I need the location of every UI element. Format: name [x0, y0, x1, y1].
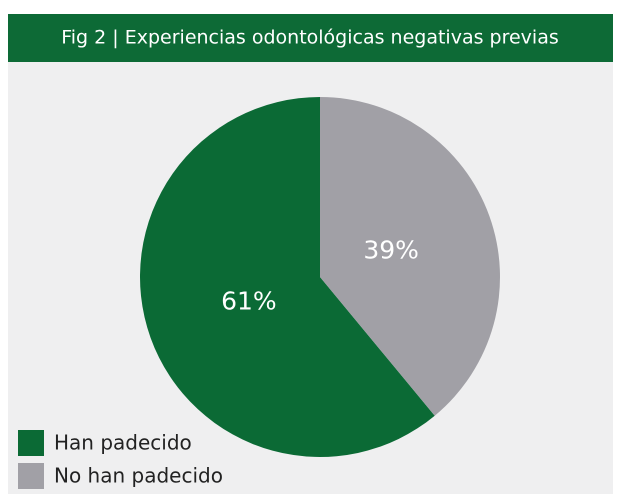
- legend-swatch: [18, 430, 44, 456]
- legend-label: No han padecido: [54, 464, 223, 488]
- pie-slice: [320, 97, 501, 416]
- legend-swatch: [18, 463, 44, 489]
- chart-title: Fig 2 | Experiencias odontológicas negat…: [61, 27, 559, 49]
- legend-label: Han padecido: [54, 431, 192, 455]
- data-label: 39%: [363, 235, 419, 264]
- pie-slice: [140, 97, 435, 458]
- data-label: 61%: [221, 287, 277, 316]
- header-bar: [8, 14, 613, 62]
